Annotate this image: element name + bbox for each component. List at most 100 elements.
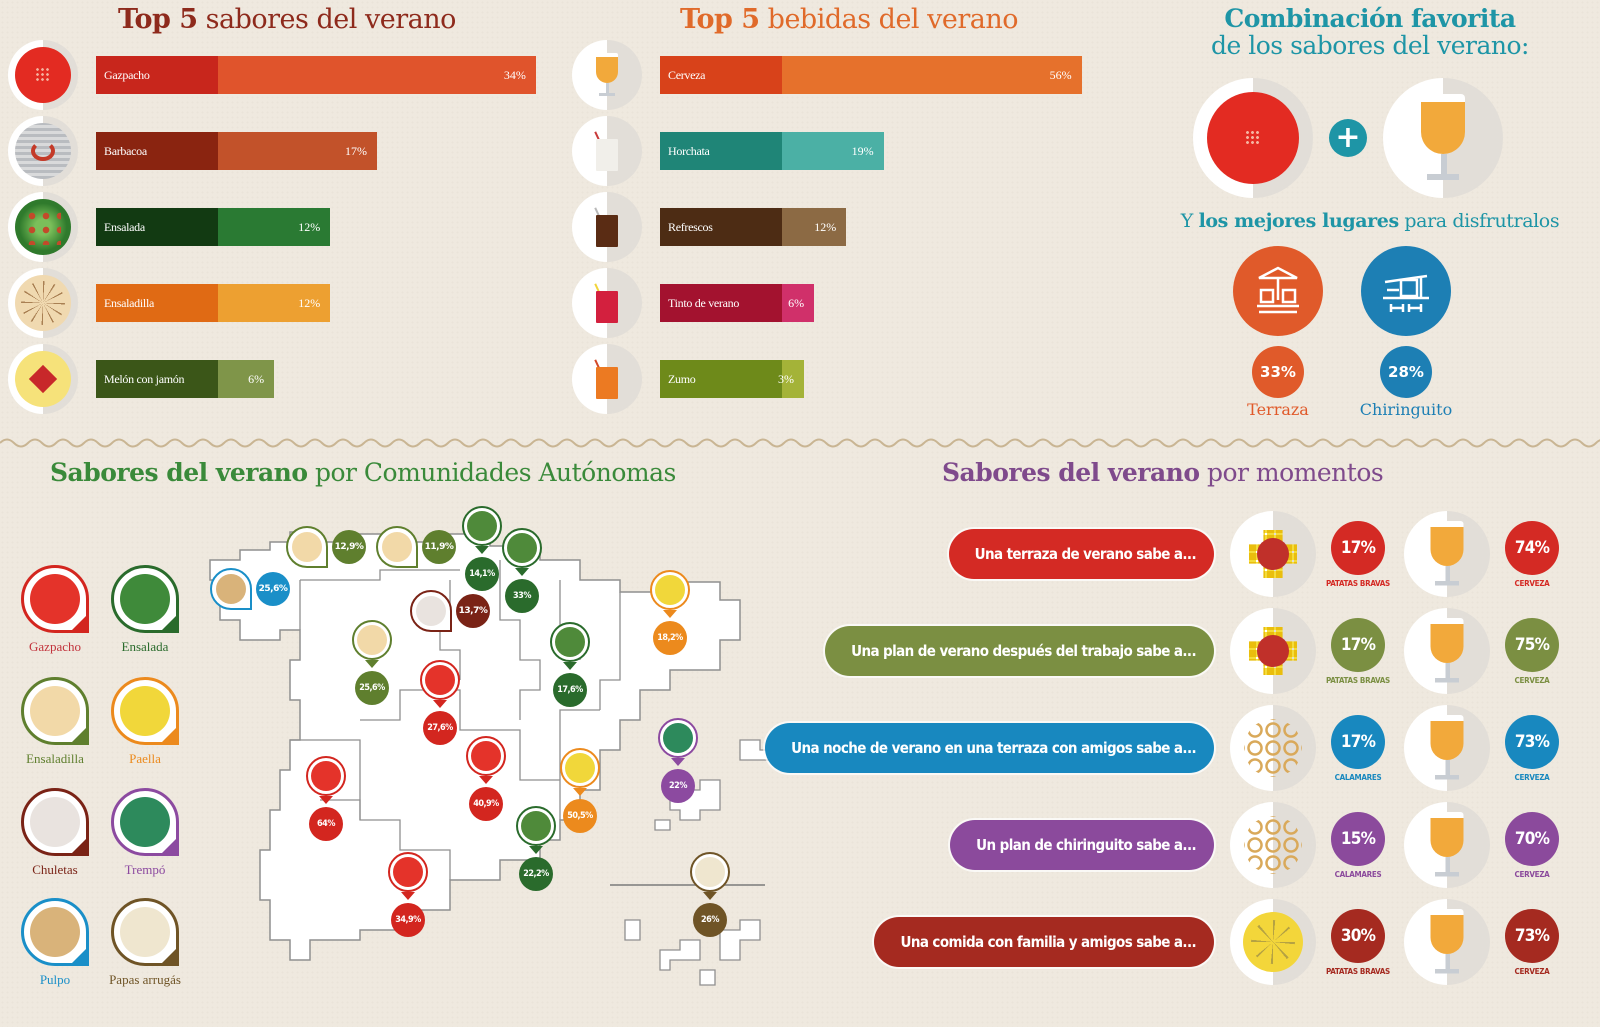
moment-row: Una comida con familia y amigos sabe a..… — [874, 894, 1570, 990]
pulpo-icon — [21, 898, 89, 966]
gazpacho-icon — [8, 40, 78, 110]
drink-label: CERVEZA — [1514, 869, 1550, 879]
map-pin: 14,1% — [460, 506, 504, 591]
drink-stat: 74% CERVEZA — [1494, 520, 1570, 588]
legend-label: Ensalada — [121, 639, 169, 654]
food-percentage: 30% — [1331, 908, 1385, 963]
drink-label: CERVEZA — [1514, 578, 1550, 588]
calamares-icon — [1230, 705, 1316, 791]
bar: Cerveza 56% — [660, 56, 1082, 94]
legend-label: Pulpo — [39, 972, 71, 987]
drink-stat: 75% CERVEZA — [1494, 617, 1570, 685]
title-rest: por momentos — [1199, 458, 1384, 487]
food-percentage: 17% — [1331, 617, 1385, 672]
top-flavors-title: Top 5 sabores del verano — [118, 4, 456, 35]
bar-value: 12% — [218, 208, 331, 246]
bar-value: 3% — [778, 360, 804, 398]
legend-label: Ensaladilla — [26, 751, 84, 766]
drink-stat: 70% CERVEZA — [1494, 811, 1570, 879]
place-terraza: 33% Terraza — [1218, 246, 1338, 419]
drink-percentage: 74% — [1505, 520, 1559, 575]
soda-icon — [572, 192, 642, 262]
bar-value: 17% — [218, 132, 377, 170]
region-percentage: 40,9% — [469, 787, 503, 821]
legend-item: Trempó — [100, 788, 190, 878]
region-percentage: 34,9% — [391, 903, 425, 937]
bar: Tinto de verano 6% — [660, 284, 815, 322]
legend-item: Ensaladilla — [10, 677, 100, 767]
food-percentage: 17% — [1331, 520, 1385, 575]
bar: Ensaladilla 12% — [96, 284, 331, 322]
legend-item: Chuletas — [10, 788, 100, 878]
ensaladilla-icon — [8, 268, 78, 338]
food-label: PATATAS BRAVAS — [1326, 578, 1390, 588]
papas-arrug-s-icon — [111, 898, 179, 966]
horchata-icon — [572, 116, 642, 186]
map-pin: 12,9% — [286, 526, 366, 568]
region-percentage: 25,6% — [256, 572, 290, 606]
combo-title-bold: Combinación favorita — [1224, 4, 1516, 33]
map-pin: 50,5% — [558, 748, 602, 833]
top-drinks-title: Top 5 bebidas del verano — [680, 4, 1019, 35]
terrace-percentage: 33% — [1252, 346, 1304, 398]
gazpacho-icon — [466, 736, 506, 776]
title-bold: Top 5 — [680, 4, 760, 35]
legend-item: Paella — [100, 677, 190, 767]
drink-label: CERVEZA — [1514, 675, 1550, 685]
paella-icon — [1230, 899, 1316, 985]
moment-row: Una plan de verano después del trabajo s… — [825, 603, 1570, 699]
drink-percentage: 73% — [1505, 908, 1559, 963]
bar-row: Melón con jamón 6% — [8, 344, 275, 414]
bar: Horchata 19% — [660, 132, 884, 170]
beer-icon — [1404, 899, 1490, 985]
map-pin: 25,6% — [350, 620, 394, 705]
map-pin: 27,6% — [418, 660, 462, 745]
combo-row: + — [1193, 78, 1503, 198]
bar-label: Cerveza — [660, 56, 782, 94]
legend-label: Gazpacho — [29, 639, 81, 654]
moment-row: Una noche de verano en una terraza con a… — [765, 700, 1570, 796]
chiringuito-percentage: 28% — [1380, 346, 1432, 398]
chuletas-icon — [410, 590, 452, 632]
region-percentage: 25,6% — [355, 671, 389, 705]
tremp--icon — [658, 718, 698, 758]
wavy-divider — [0, 438, 1600, 448]
map-pin: 25,6% — [210, 568, 290, 610]
paella-icon — [650, 570, 690, 610]
region-percentage: 50,5% — [563, 799, 597, 833]
gazpacho-icon — [420, 660, 460, 700]
regions-title: Sabores del verano por Comunidades Autón… — [50, 458, 676, 487]
title-rest: sabores del verano — [197, 4, 457, 35]
salad-icon — [8, 192, 78, 262]
terrace-label: Terraza — [1247, 400, 1309, 419]
map-pin: 40,9% — [464, 736, 508, 821]
food-percentage: 15% — [1331, 811, 1385, 866]
bar-value: 6% — [218, 360, 275, 398]
bar: Zumo 3% — [660, 360, 804, 398]
places-title-bold: los mejores lugares — [1198, 210, 1400, 232]
top-drinks-chart: Cerveza 56% Horchata 19% Refrescos 12% Tinto d… — [572, 40, 1132, 430]
moment-label: Un plan de chiringuito sabe a... — [950, 820, 1214, 870]
legend-label: Chuletas — [32, 862, 78, 877]
ensalada-icon — [111, 565, 179, 633]
drink-stat: 73% CERVEZA — [1494, 714, 1570, 782]
combo-title-rest: de los sabores del verano: — [1211, 31, 1529, 60]
top-flavors-chart: Gazpacho 34% Barbacoa 17% Ensalada 12% Ensalad… — [8, 40, 548, 430]
title-bold: Top 5 — [118, 4, 198, 35]
calamares-icon — [1230, 802, 1316, 888]
food-label: PATATAS BRAVAS — [1326, 675, 1390, 685]
bar-label: Barbacoa — [96, 132, 218, 170]
food-stat: 17% PATATAS BRAVAS — [1320, 617, 1396, 685]
bar: Gazpacho 34% — [96, 56, 536, 94]
chuletas-icon — [21, 788, 89, 856]
food-label: PATATAS BRAVAS — [1326, 966, 1390, 976]
ensalada-icon — [516, 806, 556, 846]
juice-icon — [572, 344, 642, 414]
bar: Melón con jamón 6% — [96, 360, 275, 398]
pulpo-icon — [210, 568, 252, 610]
region-percentage: 64% — [309, 807, 343, 841]
food-stat: 15% CALAMARES — [1320, 811, 1396, 879]
terrace-umbrella-icon — [1233, 246, 1323, 336]
moments-title: Sabores del verano por momentos — [942, 458, 1384, 487]
bar-value: 12% — [218, 284, 331, 322]
